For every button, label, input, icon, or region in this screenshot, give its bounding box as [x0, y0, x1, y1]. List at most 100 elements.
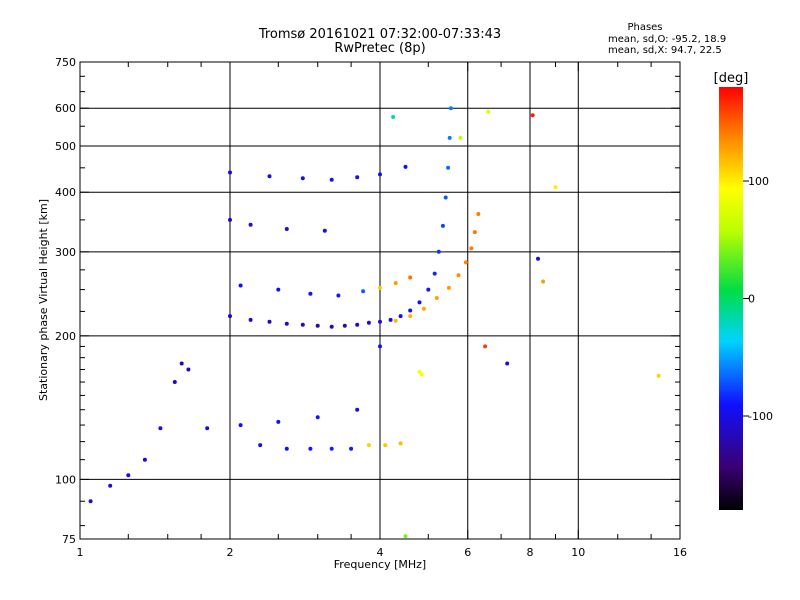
data-point	[432, 271, 437, 276]
data-point	[228, 170, 232, 175]
data-point	[238, 283, 243, 288]
data-point	[284, 321, 289, 326]
data-point	[463, 260, 468, 265]
data-point	[284, 227, 289, 231]
data-point	[426, 287, 431, 292]
grid-lines	[80, 62, 680, 539]
data-point	[248, 317, 253, 322]
data-point	[300, 322, 305, 327]
data-point	[378, 285, 382, 290]
data-point	[315, 323, 320, 328]
data-point	[267, 319, 272, 324]
data-point	[440, 223, 445, 228]
y-tick-label: 600	[55, 102, 76, 115]
info-heading: Phases	[627, 22, 662, 33]
data-point	[284, 446, 289, 451]
data-point	[88, 499, 93, 504]
colorbar-tick-label: 0	[748, 293, 755, 306]
data-point	[656, 373, 661, 378]
data-point	[228, 314, 232, 319]
data-point	[378, 319, 382, 324]
data-point	[553, 185, 558, 190]
data-point	[419, 372, 424, 377]
data-point	[329, 324, 334, 329]
data-point	[366, 320, 371, 325]
data-point	[267, 174, 272, 179]
data-point	[472, 230, 477, 235]
data-point	[349, 446, 354, 451]
data-point	[361, 289, 366, 294]
data-point	[238, 423, 243, 428]
data-point	[436, 249, 441, 254]
x-tick-label: 16	[673, 546, 687, 559]
data-point	[329, 177, 334, 182]
x-tick-label: 10	[571, 546, 585, 559]
y-tick-label: 500	[55, 140, 76, 153]
info-line-x: mean, sd,X: 94.7, 22.5	[608, 45, 722, 56]
data-point	[434, 296, 439, 300]
data-point	[408, 308, 413, 313]
data-point	[205, 426, 210, 431]
data-point	[403, 534, 408, 539]
data-point	[383, 443, 388, 448]
data-point	[417, 300, 422, 305]
data-point	[393, 318, 398, 323]
data-point	[366, 443, 371, 448]
colorbar-tick-label: 100	[748, 175, 769, 188]
y-tick-label: 300	[55, 246, 76, 259]
data-point	[408, 275, 413, 280]
data-point	[378, 344, 382, 349]
data-point	[276, 419, 281, 424]
data-point	[447, 135, 452, 140]
x-tick-label: 6	[464, 546, 471, 559]
y-tick-label: 400	[55, 186, 76, 199]
data-point	[300, 176, 305, 181]
data-point	[158, 426, 163, 431]
data-point	[403, 164, 408, 169]
data-point	[315, 415, 320, 420]
data-point	[179, 361, 184, 366]
data-point	[308, 446, 313, 451]
data-point	[476, 212, 481, 216]
chart-title: Tromsø 20161021 07:32:00-07:33:43	[258, 27, 501, 42]
y-tick-label: 75	[62, 533, 76, 546]
data-point	[322, 228, 327, 233]
data-point	[329, 446, 334, 451]
data-point	[458, 135, 463, 140]
y-tick-label: 200	[55, 330, 76, 343]
data-point	[308, 291, 313, 296]
data-point	[446, 165, 451, 170]
data-point	[388, 317, 393, 322]
data-point	[355, 322, 360, 327]
data-point	[393, 281, 398, 286]
data-point	[391, 115, 396, 119]
data-point	[536, 256, 540, 261]
data-point	[108, 483, 113, 488]
data-point	[336, 293, 341, 298]
data-point	[355, 407, 360, 412]
data-point	[342, 323, 347, 328]
x-tick-label: 1	[77, 546, 84, 559]
data-point	[456, 273, 461, 278]
colorbar-ticks: 100 0 -100	[743, 175, 773, 423]
y-axis-label: Stationary phase Virtual Height [km]	[37, 199, 50, 401]
x-tick-label: 4	[377, 546, 384, 559]
colorbar-label: [deg]	[714, 71, 749, 86]
data-point	[408, 314, 413, 319]
data-point	[443, 195, 448, 200]
colorbar-tick-label: -100	[748, 410, 773, 423]
data-point	[483, 344, 488, 349]
data-point	[448, 106, 453, 111]
data-point	[541, 279, 546, 284]
chart-subtitle: RwPretec (8p)	[334, 41, 425, 56]
data-point	[276, 287, 281, 292]
y-tick-label: 100	[55, 473, 76, 486]
data-point	[446, 285, 451, 290]
data-point	[355, 175, 360, 180]
data-point	[469, 246, 474, 251]
data-point	[126, 473, 131, 478]
data-point	[398, 314, 403, 319]
data-points	[88, 106, 661, 539]
data-point	[398, 441, 403, 446]
